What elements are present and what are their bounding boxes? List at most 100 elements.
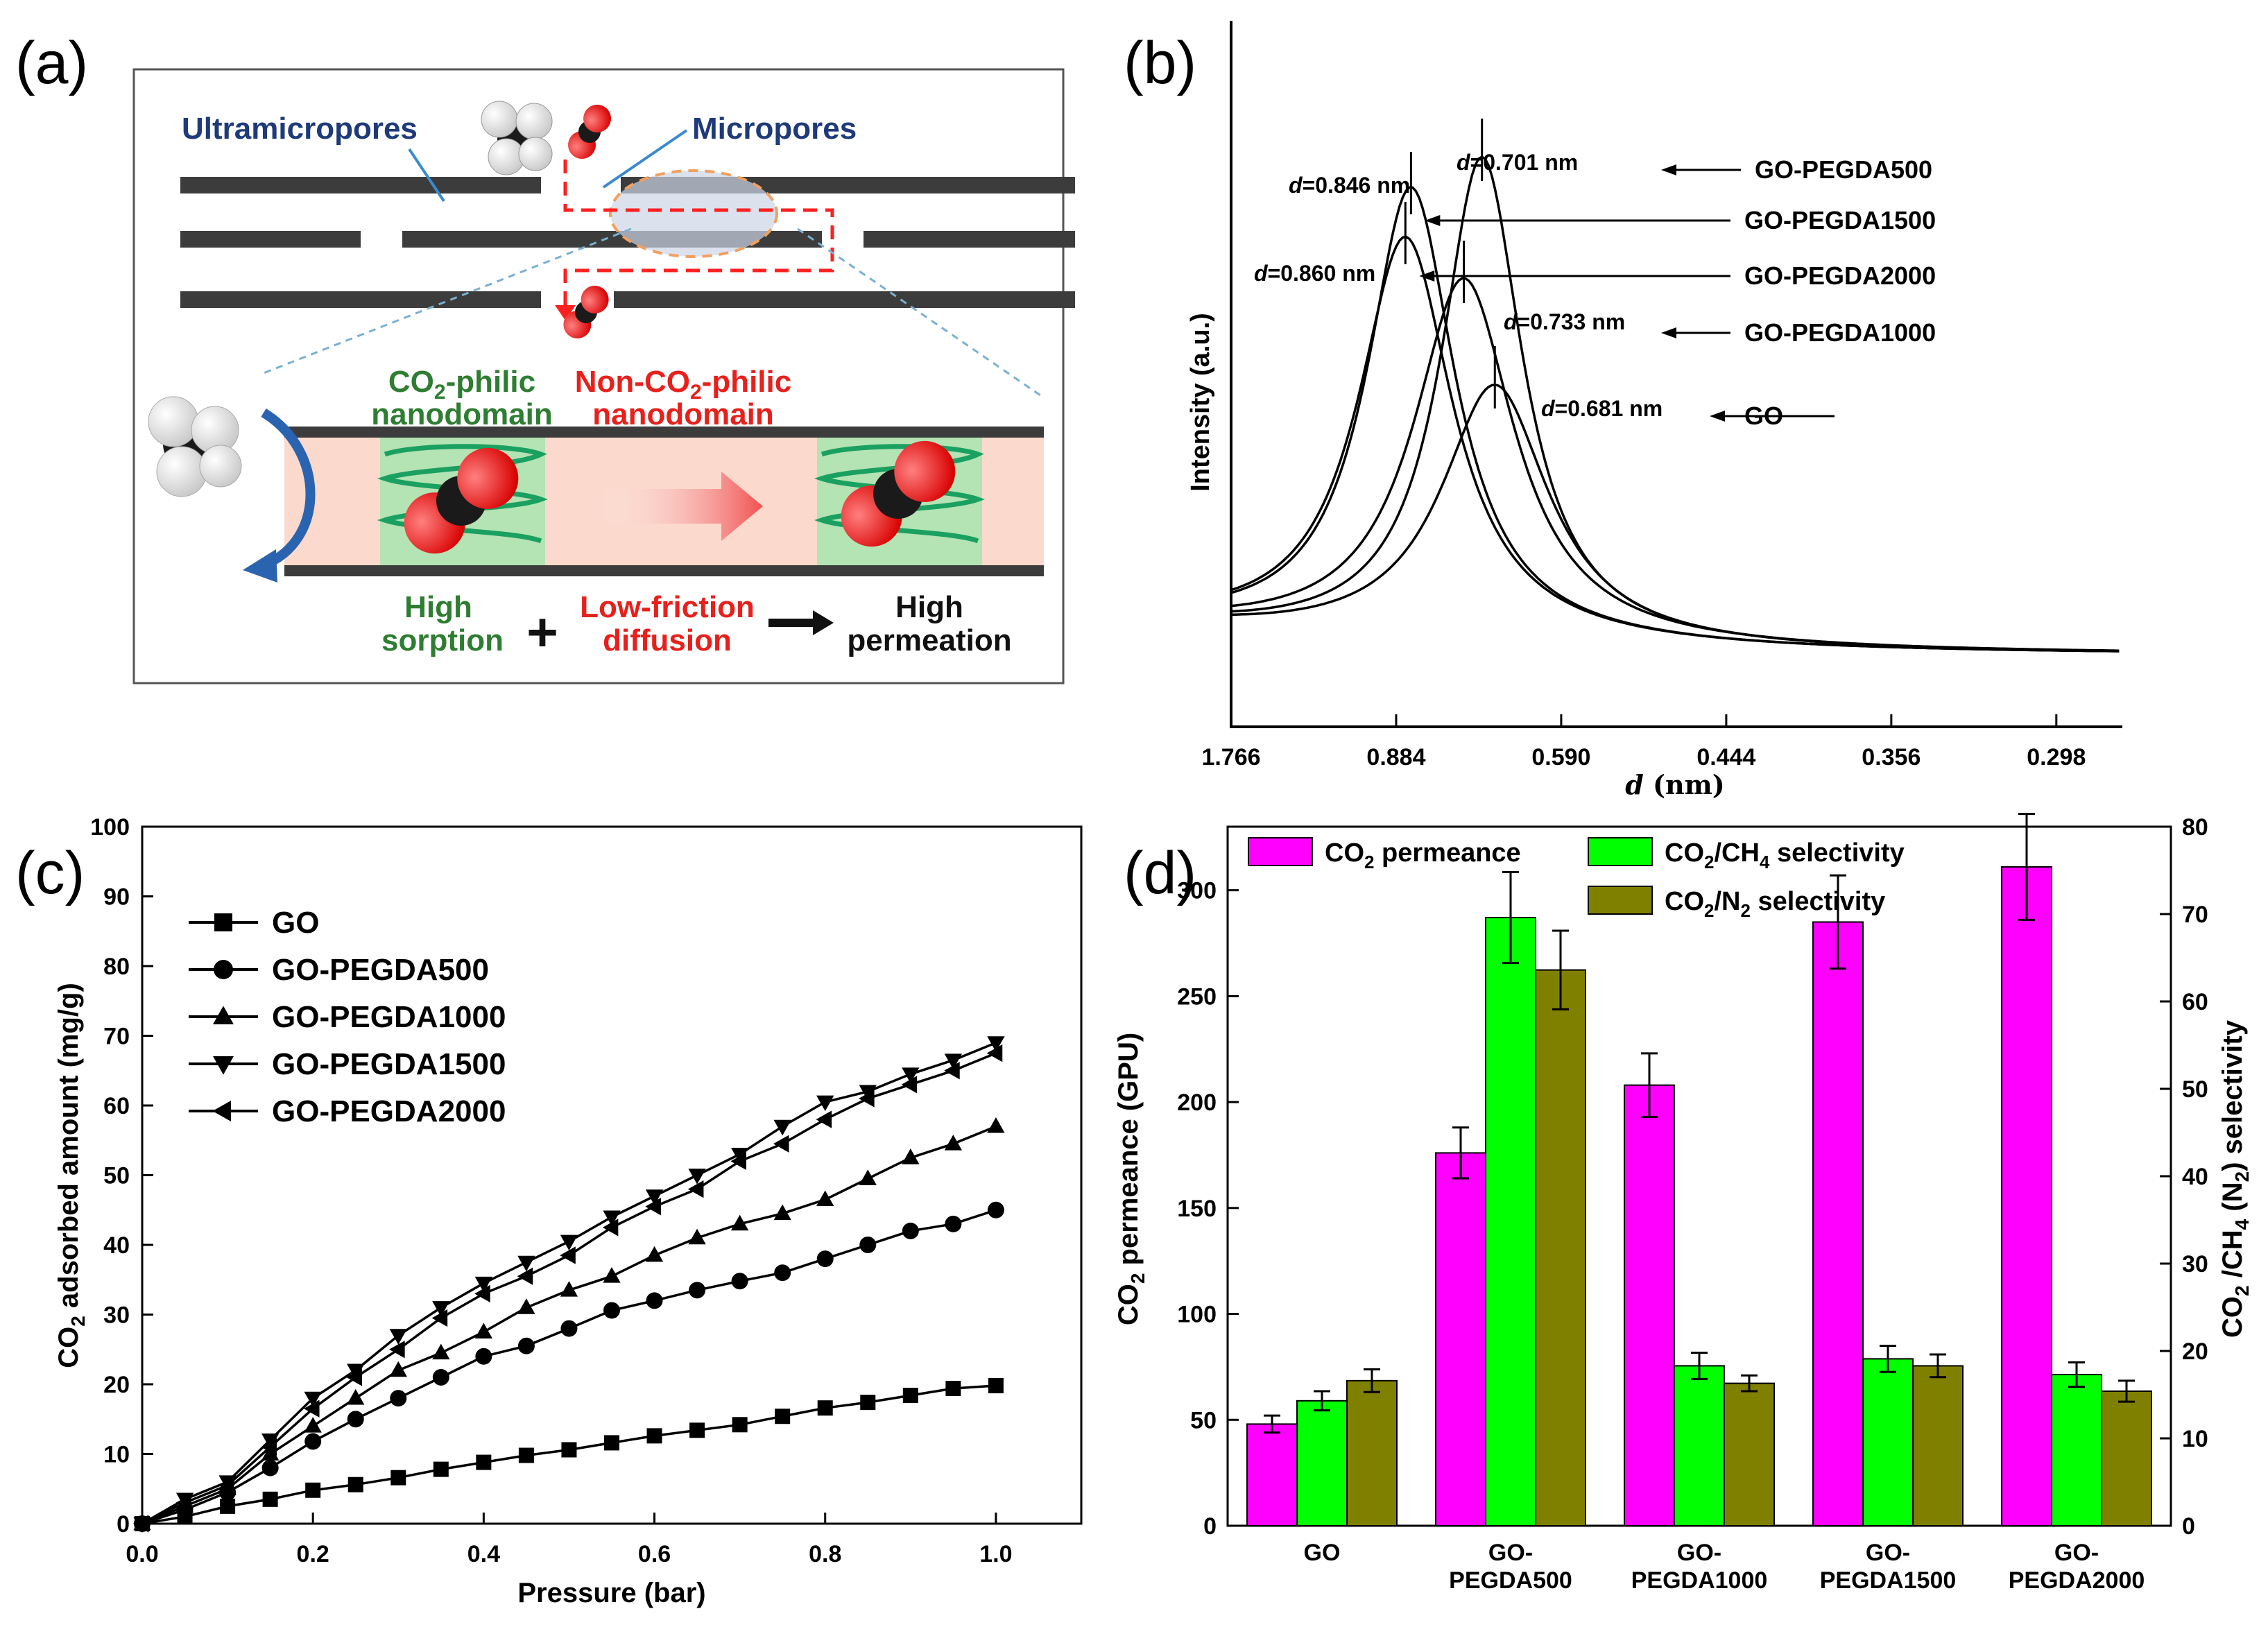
y-tick-label-right: 30 [2182,1251,2208,1277]
data-point [730,1148,749,1164]
y-tick-label-left: 150 [1177,1196,1217,1222]
data-point [474,1276,493,1293]
label-plus: + [526,601,558,662]
bar [1862,1358,1914,1526]
y-tick-label: 40 [103,1232,130,1259]
x-tick-label: 0.444 [1696,744,1755,771]
data-point [602,1219,619,1237]
x-tick-label: PEGDA1000 [1631,1567,1768,1594]
y-tick-label-right: 50 [2182,1076,2208,1103]
data-point [389,1341,405,1359]
ultramicropore-pointer [408,148,445,203]
data-point [517,1267,533,1285]
d-spacing-label: d=0.681 nm [1541,396,1663,421]
data-point [859,1237,877,1253]
data-point [261,1459,279,1477]
panel-label-a: (a) [15,30,88,96]
data-point [987,1201,1004,1219]
bar [1912,1365,1964,1527]
channel-wall [284,565,1044,576]
data-point [987,1117,1005,1133]
data-point [432,1343,450,1360]
data-point [816,1190,834,1207]
data-point [561,1442,577,1458]
data-point [773,1119,791,1136]
d-spacing-label: d=0.733 nm [1504,309,1625,334]
label-non-co2-philic: Non-CO2-philic [575,365,791,404]
co2-molecule-icon [568,104,611,160]
bar [1812,921,1864,1527]
xrd-curve [1230,186,2120,653]
label-arrowhead [1419,270,1435,282]
data-point [261,1445,280,1461]
data-point [645,1189,664,1205]
data-point [218,1477,234,1495]
xrd-curve [1230,235,2120,653]
data-point [773,1204,791,1221]
data-point [347,1411,364,1428]
data-point [645,1246,664,1262]
graphene-layer [864,231,1075,248]
data-point [945,1215,962,1232]
x-tick-label: 0.4 [467,1541,500,1567]
y-tick-label-right: 70 [2182,902,2208,928]
panel-b-xrd-chart: Intensity (a.u.) 1.766 0.884 0.590 0.444 0.3… [1186,21,2122,800]
d-spacing-label: d=0.701 nm [1457,150,1578,175]
diffusion-path [563,160,834,309]
x-tick-label: PEGDA500 [1449,1567,1572,1594]
label-high-sorption-1: High [404,590,472,624]
data-point [731,1273,748,1290]
bar [2051,1374,2102,1527]
data-point [346,1368,363,1386]
data-point [347,1477,363,1492]
y-tick-label: 90 [103,884,130,911]
y-tick-label-right: 40 [2182,1164,2208,1190]
micropore-highlight [609,169,778,258]
label-low-friction-2: diffusion [603,623,732,657]
y-tick-label-left: 250 [1177,983,1217,1010]
data-point [261,1434,280,1449]
x-tick-label: GO- [1677,1540,1721,1566]
data-point [389,1361,407,1377]
y-tick-label-right: 10 [2182,1426,2208,1452]
y-tick-label: 30 [103,1302,130,1329]
micropore-pointer [602,129,688,189]
data-point [476,1454,492,1470]
legend-label: CO2/N2 selectivity [1665,887,1885,921]
data-point [305,1482,321,1498]
data-point [689,1422,705,1438]
data-point [220,1498,236,1514]
x-tick-label: PEGDA1500 [1820,1567,1957,1594]
series-label: GO-PEGDA2000 [1744,261,1936,290]
data-point [688,1228,706,1245]
channel-wall [284,427,1044,438]
label-high-sorption-2: sorption [381,623,504,657]
data-point [474,1323,493,1338]
data-point [261,1438,277,1456]
data-point [603,1210,621,1226]
legend-label: GO-PEGDA500 [272,953,489,987]
legend-label: CO2 permeance [1325,838,1521,872]
y-tick-label: 80 [103,954,130,980]
data-point [475,1348,492,1365]
xrd-curve [1231,384,2120,653]
data-point [859,1090,875,1108]
y-tick-label: 70 [103,1024,130,1050]
x-tick-label: 0.298 [2027,744,2086,771]
data-point [646,1292,663,1309]
x-tick-label: 0.0 [126,1541,158,1567]
data-point [433,1461,449,1477]
diffusion-arrow [593,472,763,541]
zoom-line [259,227,632,376]
data-point [860,1395,876,1411]
data-point [730,1152,746,1171]
panel-label-b: (b) [1124,30,1196,96]
data-point [132,1515,149,1533]
data-point [517,1337,535,1354]
bar [2101,1390,2152,1526]
y-tick-label: 100 [90,814,130,841]
data-point [902,1388,918,1404]
x-tick-label: 1.0 [979,1541,1012,1567]
y-axis-label: Intensity (a.u.) [1186,313,1215,492]
